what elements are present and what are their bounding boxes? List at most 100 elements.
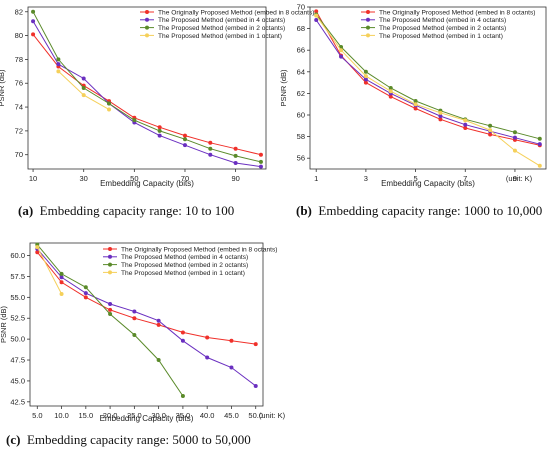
data-point <box>182 137 187 142</box>
caption-tag: (a) <box>18 203 34 218</box>
y-tick-label: 55.0 <box>10 293 25 302</box>
data-point <box>512 148 517 153</box>
legend-label: The Proposed Method (embed in 2 octants) <box>158 25 285 32</box>
x-tick-label: 35.0 <box>176 411 191 420</box>
y-axis-label: PSNR (dB) <box>0 305 8 343</box>
data-point <box>388 89 393 94</box>
data-point <box>132 316 137 321</box>
data-point <box>413 98 418 103</box>
data-point <box>132 332 137 337</box>
y-tick-label: 64 <box>297 67 305 76</box>
data-point <box>258 159 263 164</box>
data-point <box>59 280 64 285</box>
caption-a: (a) Embedding capacity range: 10 to 100 <box>18 203 234 219</box>
data-point <box>31 19 36 24</box>
legend-label: The Proposed Method (embed in 1 octant) <box>379 33 503 40</box>
legend-label: The Originally Proposed Method (embed in… <box>158 9 315 16</box>
data-point <box>314 13 319 18</box>
unit-note: (unit: K) <box>506 174 533 183</box>
x-tick-label: 7 <box>463 174 467 183</box>
x-tick-label: 10 <box>29 174 37 183</box>
y-tick-label: 66 <box>297 46 305 55</box>
data-point <box>363 77 368 82</box>
y-tick-label: 76 <box>15 79 23 88</box>
series-line <box>315 11 540 146</box>
data-point <box>363 74 368 79</box>
data-point <box>35 250 40 255</box>
data-point <box>182 143 187 148</box>
y-tick-label: 45.0 <box>10 376 25 385</box>
y-tick-label: 58 <box>297 132 305 141</box>
data-point <box>488 123 493 128</box>
data-point <box>208 140 213 145</box>
data-point <box>463 125 468 130</box>
data-point <box>438 114 443 119</box>
data-point <box>413 102 418 107</box>
data-point <box>438 117 443 122</box>
legend-label: The Proposed Method (embed in 2 octants) <box>379 25 506 32</box>
data-point <box>182 133 187 138</box>
data-point <box>314 9 319 14</box>
x-axis-label: Embedding Capacity (bits) <box>100 414 194 423</box>
y-tick-label: 78 <box>15 55 23 64</box>
y-tick-label: 50.0 <box>10 335 25 344</box>
data-point <box>35 245 40 250</box>
x-tick-label: 40.0 <box>200 411 215 420</box>
data-point <box>488 132 493 137</box>
legend-label: The Proposed Method (embed in 4 octants) <box>121 254 248 261</box>
y-tick-label: 74 <box>15 103 23 112</box>
legend-label: The Originally Proposed Method (embed in… <box>121 246 278 253</box>
x-tick-label: 9 <box>513 174 517 183</box>
data-point <box>208 152 213 157</box>
data-point <box>488 128 493 133</box>
legend-marker <box>108 247 112 251</box>
x-tick-label: 30.0 <box>151 411 166 420</box>
data-point <box>339 48 344 53</box>
x-tick-label: 5 <box>413 174 417 183</box>
x-tick-label: 15.0 <box>79 411 94 420</box>
data-point <box>253 342 258 347</box>
chart-panel-2: 5.0 10.0 15.0 20.0 25.0 30.0 35.0 40.0 45.0 50.0 4… <box>0 242 286 423</box>
series-line <box>315 19 540 145</box>
caption-text: Embedding capacity range: 10 to 100 <box>39 203 235 218</box>
x-tick-label: 45.0 <box>224 411 239 420</box>
data-point <box>31 9 36 14</box>
data-point <box>83 295 88 300</box>
caption-tag: (c) <box>6 432 21 447</box>
legend-marker <box>108 254 112 259</box>
x-tick-label: 5.0 <box>32 411 42 420</box>
data-point <box>59 275 64 280</box>
y-tick-label: 47.5 <box>10 356 25 365</box>
data-point <box>108 302 113 307</box>
y-tick-label: 68 <box>297 24 305 33</box>
data-point <box>157 128 162 133</box>
legend-marker <box>366 33 370 38</box>
data-point <box>107 107 112 112</box>
data-point <box>157 125 162 130</box>
data-point <box>258 164 263 169</box>
legend-label: The Originally Proposed Method (embed in… <box>379 9 536 16</box>
data-point <box>233 153 238 158</box>
y-tick-label: 60 <box>297 111 305 120</box>
data-point <box>388 86 393 90</box>
y-tick-label: 80 <box>15 31 23 40</box>
data-point <box>107 101 112 106</box>
x-tick-label: 3 <box>364 174 368 183</box>
legend-marker <box>145 10 149 14</box>
chart-panel-0: 10 30 50 70 90 70 72 74 76 78 80 82 Embedding Capaci… <box>0 6 315 188</box>
data-point <box>388 94 393 99</box>
legend-label: The Proposed Method (embed in 2 octants) <box>121 262 248 269</box>
plot-frame <box>29 242 264 407</box>
data-point <box>229 338 234 343</box>
data-point <box>258 152 263 157</box>
data-point <box>363 69 368 74</box>
x-tick-label: 25.0 <box>127 411 142 420</box>
series-line <box>36 246 63 295</box>
data-point <box>363 80 368 85</box>
data-point <box>108 307 113 312</box>
legend-label: The Proposed Method (embed in 1 octant) <box>158 33 282 40</box>
plot-frame <box>27 6 267 170</box>
data-point <box>253 383 258 388</box>
data-point <box>59 291 64 296</box>
data-point <box>156 322 161 327</box>
